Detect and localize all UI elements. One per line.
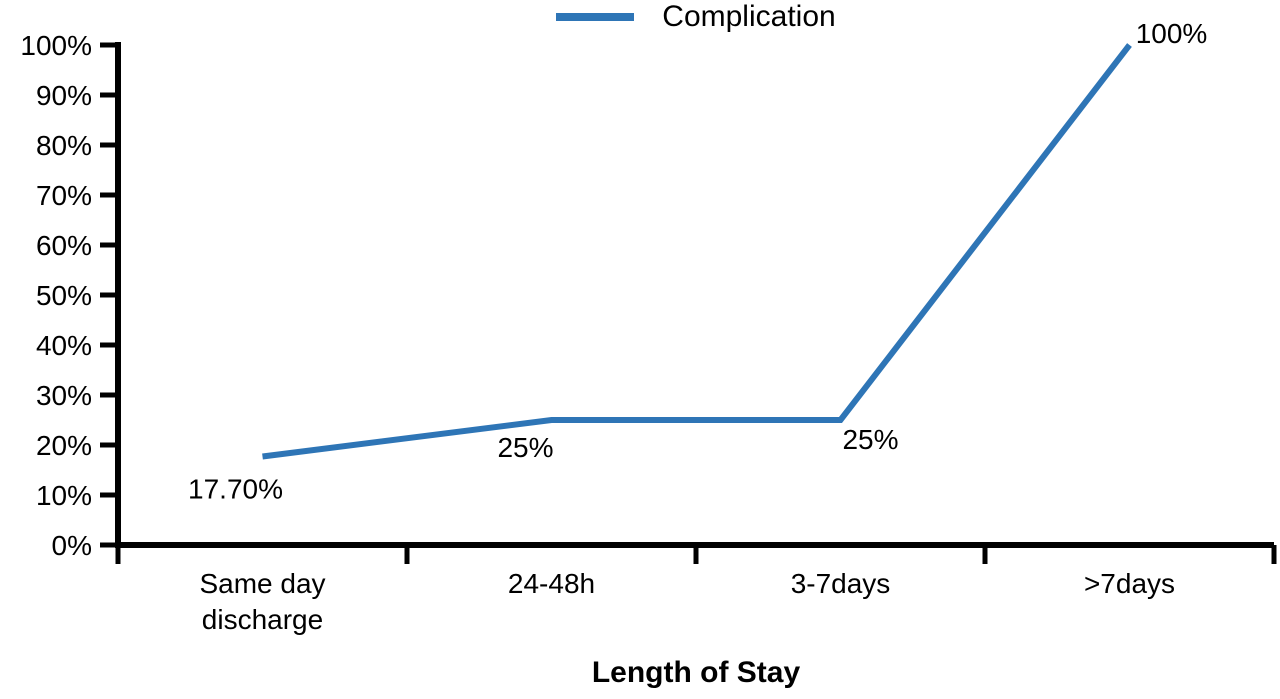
chart-legend: Complication [118,0,1274,34]
y-tick-label: 70% [36,180,92,211]
x-category-label: >7days [1084,568,1175,599]
x-category-label: 3-7days [791,568,891,599]
x-category-label: 24-48h [508,568,595,599]
y-tick-label: 100% [20,30,92,61]
data-point-label: 100% [1136,18,1208,49]
x-axis-title: Length of Stay [591,656,801,689]
data-point-label: 17.70% [188,474,283,505]
series-line-complication [262,43,1132,460]
y-tick-label: 0% [52,530,92,561]
data-point-label: 25% [497,432,553,463]
y-tick-label: 50% [36,280,92,311]
data-point-label: 25% [842,424,898,455]
y-tick-label: 30% [36,380,92,411]
y-tick-label: 10% [36,480,92,511]
y-tick-label: 40% [36,330,92,361]
legend-series-label: Complication [662,0,836,33]
legend-line-swatch [556,13,635,21]
x-category-label: Same day discharge [199,568,325,635]
y-tick-label: 60% [36,230,92,261]
y-tick-label: 90% [36,80,92,111]
y-tick-label: 20% [36,430,92,461]
y-tick-label: 80% [36,130,92,161]
